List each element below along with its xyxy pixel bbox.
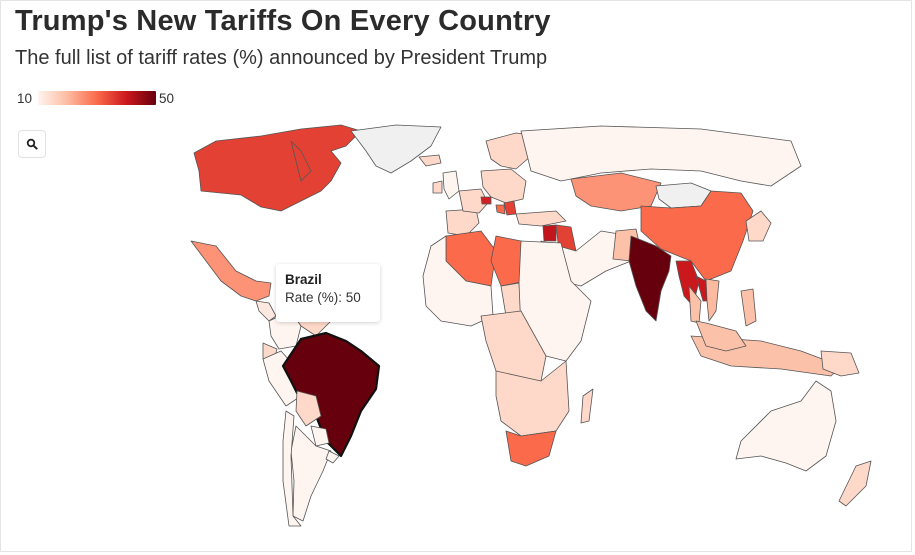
country-india[interactable]: [628, 235, 672, 322]
country-japan-korea[interactable]: [745, 210, 772, 242]
country-bosnia[interactable]: [495, 204, 506, 215]
country-central-america[interactable]: [255, 300, 277, 322]
legend-min-label: 10: [17, 90, 33, 106]
tooltip-country-name: Brazil: [285, 272, 322, 287]
country-united-kingdom[interactable]: [442, 170, 460, 200]
country-uruguay[interactable]: [325, 450, 340, 464]
zoom-button[interactable]: [18, 130, 46, 158]
country-libya[interactable]: [490, 235, 527, 287]
search-icon: [26, 138, 38, 150]
country-australia[interactable]: [735, 380, 837, 472]
country-tooltip: Brazil Rate (%): 50: [276, 264, 380, 322]
country-madagascar[interactable]: [580, 388, 594, 424]
country-chile[interactable]: [282, 410, 302, 527]
color-legend: 10 50: [17, 89, 174, 107]
country-egypt-east-africa[interactable]: [518, 240, 592, 362]
country-serbia[interactable]: [503, 200, 517, 216]
country-switzerland[interactable]: [480, 196, 492, 205]
country-syria[interactable]: [542, 224, 557, 242]
country-ireland[interactable]: [432, 180, 443, 194]
country-philippines[interactable]: [740, 288, 757, 327]
country-mexico[interactable]: [190, 240, 272, 302]
page-title: Trump's New Tariffs On Every Country: [15, 5, 551, 37]
country-vietnam[interactable]: [705, 278, 720, 322]
tooltip-rate: Rate (%): 50: [285, 290, 361, 305]
country-france[interactable]: [458, 188, 489, 214]
country-new-zealand[interactable]: [838, 460, 872, 507]
country-argentina[interactable]: [290, 425, 332, 522]
country-malaysia[interactable]: [695, 320, 747, 352]
country-papua-new-guinea[interactable]: [820, 350, 860, 377]
page-subtitle: The full list of tariff rates (%) announ…: [15, 47, 548, 69]
country-kazakhstan[interactable]: [570, 172, 662, 212]
legend-gradient-bar: [38, 91, 157, 105]
country-brazil[interactable]: [281, 331, 381, 458]
country-germany-central-europe[interactable]: [480, 168, 527, 204]
country-russia[interactable]: [520, 125, 802, 187]
country-greenland[interactable]: [350, 124, 442, 174]
world-map[interactable]: [1, 111, 913, 551]
country-paraguay[interactable]: [310, 425, 330, 447]
country-south-africa[interactable]: [505, 430, 557, 467]
country-bolivia[interactable]: [295, 390, 322, 427]
legend-max-label: 50: [159, 90, 175, 106]
country-canada[interactable]: [193, 124, 362, 212]
country-turkey[interactable]: [515, 210, 567, 227]
country-iceland[interactable]: [418, 154, 442, 167]
